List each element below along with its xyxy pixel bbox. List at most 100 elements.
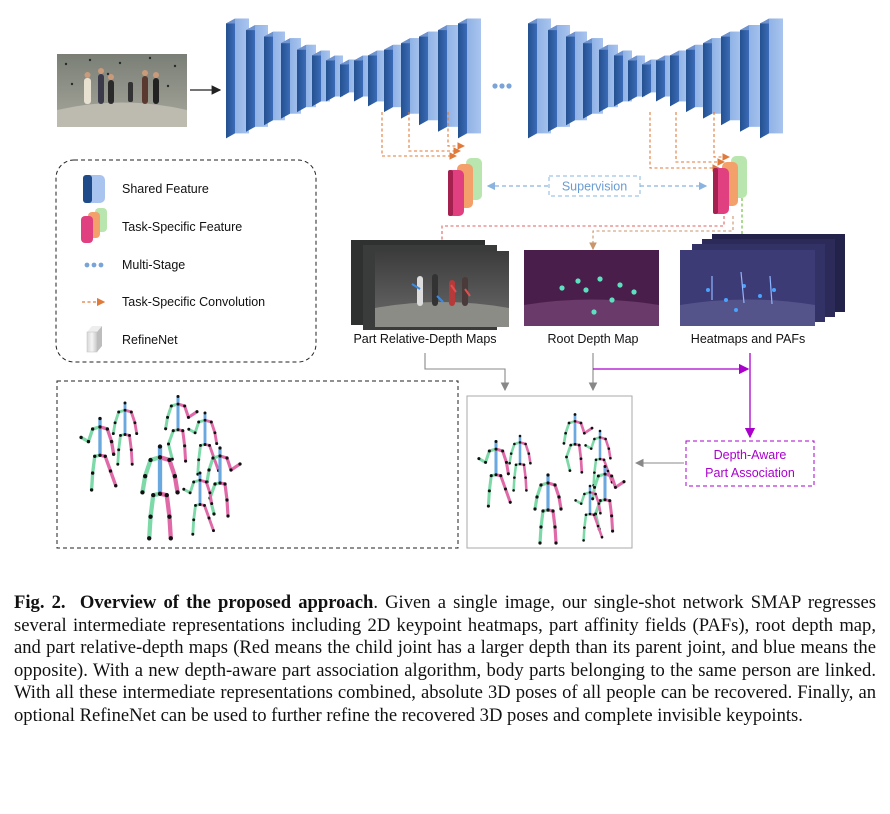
shared-feature-block-icon [83, 175, 105, 203]
shared-feature-block [290, 38, 301, 114]
skeleton-joint [203, 503, 206, 507]
legend: Shared Feature Task-Specific Feature Mul… [55, 159, 317, 363]
shared-feature-block [679, 50, 688, 102]
skeleton-joint [582, 431, 586, 435]
skeleton-joint [191, 532, 195, 536]
skeleton-joint [573, 413, 577, 416]
shared-feature-block [410, 38, 421, 114]
skeleton-joint [487, 449, 491, 453]
shared-feature-block [393, 44, 403, 108]
skeleton-joint [573, 419, 577, 423]
skeleton-limb [207, 516, 215, 533]
skeleton-limb [592, 513, 600, 528]
skeleton-joint [129, 410, 133, 414]
skeleton-limb [167, 457, 178, 479]
skeleton-joint [188, 491, 192, 495]
skeleton-joint [111, 452, 116, 456]
skeleton-joint [123, 401, 127, 405]
skeleton-limb [553, 525, 558, 545]
skeleton-limb [593, 474, 600, 489]
skeleton-joint [183, 444, 187, 448]
skeleton-joint [213, 431, 217, 435]
skeleton-limb [212, 456, 220, 473]
skeleton-joint [486, 504, 490, 508]
shared-feature-block-side [583, 38, 592, 119]
skeleton-joint [182, 487, 186, 491]
skeleton-joint [603, 464, 607, 469]
skeleton-joint [577, 443, 581, 447]
skeleton-joint [529, 461, 532, 465]
skeleton-limb [164, 492, 172, 519]
skeleton-limb [486, 489, 491, 508]
skeleton-joint [218, 454, 222, 458]
skeleton-joint [225, 498, 229, 502]
skeleton-limb [105, 427, 114, 444]
skeleton-limb [592, 471, 596, 487]
skeleton-joint [186, 415, 190, 419]
skeleton-limb [513, 463, 518, 479]
skeleton-joint [538, 541, 542, 545]
skeleton-limb [533, 495, 539, 511]
shared-feature-block-side [326, 55, 335, 102]
skeleton-limb [207, 456, 215, 472]
shared-feature-block-side [599, 44, 608, 113]
skeleton-limb [594, 492, 601, 505]
skeleton-joint [598, 436, 602, 439]
skeleton-joint [203, 443, 207, 446]
skeleton-limb [579, 492, 586, 505]
skeleton-joint [208, 491, 212, 495]
skeleton-limb [142, 457, 153, 479]
shared-feature-block [749, 25, 762, 127]
skeleton-joint [109, 439, 114, 444]
skeleton-limb [524, 442, 531, 455]
skeleton-joint [123, 433, 127, 436]
shared-feature-block [447, 25, 460, 127]
skeleton-joint [218, 446, 222, 450]
skeleton-joint [184, 459, 188, 463]
shared-feature-block [712, 38, 723, 114]
skeleton-joint [564, 431, 568, 435]
skeleton-joint [503, 487, 508, 491]
shared-feature-block-side [548, 25, 557, 132]
heatmaps-and-pafs-label: Heatmaps and PAFs [691, 332, 805, 346]
skeleton-limb [608, 499, 614, 518]
skeleton-joint [176, 428, 180, 432]
skeleton-joint [196, 472, 200, 476]
shared-feature-block [335, 55, 343, 97]
skeleton-joint [599, 511, 602, 515]
multi-stage-dots-icon [84, 262, 104, 268]
shared-feature-block-side [721, 31, 730, 126]
caption-title: Overview of the proposed approach [79, 592, 374, 613]
skeleton-limb [166, 429, 175, 446]
root-depth-map [524, 250, 659, 326]
shared-feature-block-side [656, 55, 665, 102]
skeleton-joint [111, 432, 115, 436]
recovered-3d-poses-panel [466, 395, 633, 549]
skeleton-joint [181, 429, 185, 433]
skeleton-joint [613, 485, 617, 489]
skeleton-joint [539, 525, 543, 529]
skeleton-joint [213, 482, 217, 486]
skeleton-joint [183, 404, 187, 408]
skeleton-joint [90, 471, 95, 475]
skeleton-joint [487, 489, 491, 493]
skeleton-joint [598, 429, 602, 433]
shared-feature-block-side [740, 25, 749, 132]
skeleton-joint [606, 469, 610, 473]
skeleton-joint [129, 448, 133, 452]
skeleton-limb [579, 421, 586, 435]
skeleton-joint [229, 468, 233, 472]
skeleton-joint [187, 427, 191, 431]
supervision-label: Supervision [562, 180, 627, 194]
skeleton-joint [198, 503, 202, 506]
shared-feature-block [665, 55, 673, 97]
skeleton-joint [553, 525, 557, 529]
skeleton-limb [551, 509, 557, 529]
task-specific-convolution-arrows-stage-1 [381, 112, 466, 160]
skeleton-joint [135, 432, 139, 436]
method-overview-figure: Supervision Part Relative-Depth Maps Roo… [55, 18, 845, 549]
skeleton-limb [147, 514, 153, 541]
skeleton-joint [176, 394, 180, 399]
skeleton-limb [524, 476, 528, 492]
shared-feature-block [377, 50, 386, 102]
